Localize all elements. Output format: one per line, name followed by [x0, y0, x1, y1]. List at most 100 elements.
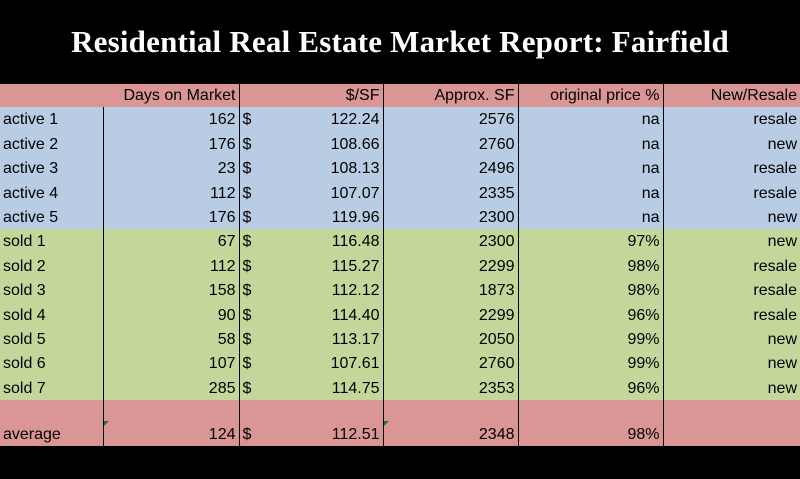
days-on-market-cell: 58: [103, 326, 240, 351]
new-resale-cell: resale: [663, 277, 800, 303]
original-price-pct-cell: na: [518, 180, 664, 205]
original-price-pct-cell: na: [518, 131, 664, 156]
original-price-pct-cell: 99%: [518, 350, 664, 376]
days-on-market-cell: 107: [103, 350, 240, 376]
currency-symbol: $: [242, 282, 252, 300]
new-resale-cell: new: [663, 375, 800, 400]
price-value: 112.51: [331, 425, 380, 443]
price-per-sf-cell: $108.66: [239, 131, 384, 156]
row-label-cell: sold 2: [0, 253, 104, 278]
table-row: active 2 176 $108.66 2760 na new: [0, 131, 800, 156]
header-new-resale: New/Resale: [663, 84, 800, 107]
spacer-cell: [239, 399, 384, 421]
row-label-cell: sold 4: [0, 302, 104, 327]
days-on-market-cell: 23: [103, 155, 240, 181]
currency-symbol: $: [242, 379, 252, 397]
days-on-market-cell: 162: [103, 107, 240, 132]
approx-sf-cell: 2299: [383, 253, 519, 278]
price-per-sf-cell: $112.12: [239, 277, 384, 303]
price-per-sf-cell: $115.27: [239, 253, 384, 278]
approx-sf-cell: 2300: [383, 204, 519, 229]
approx-sf-cell: 2299: [383, 302, 519, 327]
price-value: 114.40: [331, 306, 380, 324]
price-value: 113.17: [331, 330, 380, 348]
table-row: active 1 162 $122.24 2576 na resale: [0, 107, 800, 132]
price-per-sf-cell: $122.24: [239, 107, 384, 132]
spacer-cell: [518, 399, 664, 421]
row-label-cell: active 3: [0, 155, 104, 181]
row-label-cell: active 2: [0, 131, 104, 156]
price-value: 107.07: [330, 184, 380, 202]
table-row: sold 7 285 $114.75 2353 96% new: [0, 375, 800, 400]
average-days-cell: 124: [103, 420, 240, 446]
spacer-cell: [663, 399, 800, 421]
price-value: 108.13: [330, 160, 380, 178]
approx-sf-cell: 2496: [383, 155, 519, 181]
currency-symbol: $: [242, 257, 252, 275]
price-value: 107.61: [330, 355, 380, 373]
row-label-cell: sold 1: [0, 228, 104, 254]
market-table: Days on Market $/SF Approx. SF original …: [0, 84, 800, 446]
price-per-sf-cell: $108.13: [239, 155, 384, 181]
table-row: active 4 112 $107.07 2335 na resale: [0, 180, 800, 205]
days-on-market-cell: 176: [103, 204, 240, 229]
header-days-on-market: Days on Market: [103, 84, 240, 107]
price-value: 115.27: [331, 257, 380, 275]
price-per-sf-cell: $107.61: [239, 350, 384, 376]
original-price-pct-cell: na: [518, 107, 664, 132]
currency-symbol: $: [242, 330, 252, 348]
original-price-pct-cell: 96%: [518, 302, 664, 327]
original-price-pct-cell: 98%: [518, 253, 664, 278]
approx-sf-cell: 2576: [383, 107, 519, 132]
approx-sf-cell: 2300: [383, 228, 519, 254]
original-price-pct-cell: 99%: [518, 326, 664, 351]
original-price-pct-cell: na: [518, 204, 664, 229]
approx-sf-cell: 2050: [383, 326, 519, 351]
report-title: Residential Real Estate Market Report: F…: [0, 0, 800, 84]
approx-sf-cell: 2335: [383, 180, 519, 205]
table-row: sold 3 158 $112.12 1873 98% resale: [0, 277, 800, 303]
days-on-market-cell: 67: [103, 228, 240, 254]
new-resale-cell: resale: [663, 180, 800, 205]
price-value: 119.96: [331, 208, 380, 226]
header-price-per-sf: $/SF: [239, 84, 384, 107]
price-per-sf-cell: $119.96: [239, 204, 384, 229]
currency-symbol: $: [242, 184, 252, 202]
currency-symbol: $: [242, 233, 252, 251]
new-resale-cell: resale: [663, 253, 800, 278]
price-value: 116.48: [331, 233, 380, 251]
header-row: Days on Market $/SF Approx. SF original …: [0, 84, 800, 107]
new-resale-cell: resale: [663, 155, 800, 181]
row-label-cell: sold 7: [0, 375, 104, 400]
currency-symbol: $: [242, 208, 252, 226]
price-per-sf-cell: $112.51: [239, 420, 384, 446]
currency-symbol: $: [242, 160, 252, 178]
price-per-sf-cell: $114.40: [239, 302, 384, 327]
row-label-cell: sold 5: [0, 326, 104, 351]
row-label-cell: active 5: [0, 204, 104, 229]
price-value: 112.12: [331, 282, 380, 300]
average-label-cell: average: [0, 420, 104, 446]
table-row: active 5 176 $119.96 2300 na new: [0, 204, 800, 229]
spacer-row: [0, 399, 800, 421]
spacer-cell: [0, 399, 104, 421]
currency-symbol: $: [242, 135, 252, 153]
original-price-pct-cell: 96%: [518, 375, 664, 400]
row-label-cell: active 1: [0, 107, 104, 132]
average-type-cell: [663, 420, 800, 446]
new-resale-cell: new: [663, 350, 800, 376]
currency-symbol: $: [242, 425, 252, 443]
header-approx-sf: Approx. SF: [383, 84, 519, 107]
price-value: 108.66: [330, 135, 380, 153]
days-on-market-cell: 112: [103, 180, 240, 205]
approx-sf-cell: 2760: [383, 350, 519, 376]
currency-symbol: $: [242, 306, 252, 324]
days-on-market-cell: 112: [103, 253, 240, 278]
table-row: sold 4 90 $114.40 2299 96% resale: [0, 302, 800, 327]
approx-sf-cell: 2353: [383, 375, 519, 400]
days-on-market-cell: 158: [103, 277, 240, 303]
currency-symbol: $: [242, 355, 252, 373]
new-resale-cell: new: [663, 131, 800, 156]
new-resale-cell: new: [663, 228, 800, 254]
price-value: 122.24: [330, 111, 380, 129]
